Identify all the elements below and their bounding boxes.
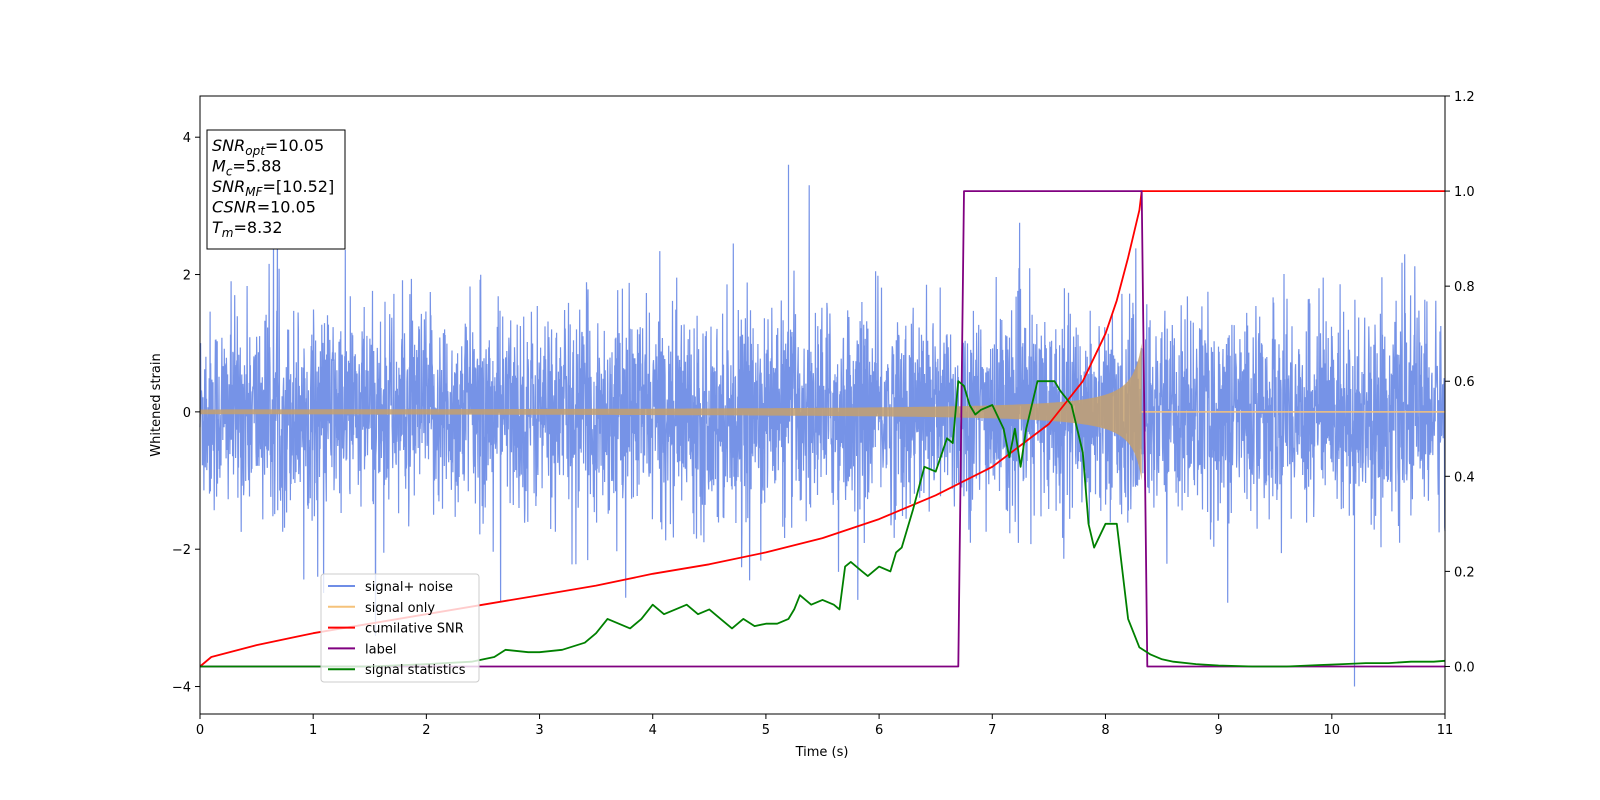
annotation-line: Mc=5.88: [212, 157, 281, 179]
x-tick-label: 7: [988, 723, 996, 738]
annotation-line: Tm=8.32: [212, 218, 283, 240]
y-axis-label: Whitened strain: [149, 353, 164, 456]
x-tick-label: 0: [196, 723, 204, 738]
y-right-tick-label: 0.4: [1454, 470, 1475, 485]
legend: signal+ noise signal only cumilative SNR la…: [320, 573, 480, 683]
annotation-line: CSNR=10.05: [212, 198, 316, 217]
legend-frame: [320, 573, 480, 683]
legend-label: signal statistics: [365, 663, 466, 678]
left-axis-ticks: −4 −2 0 2 4: [172, 131, 200, 696]
x-tick-label: 5: [762, 723, 770, 738]
series-line-signal-statistics: [200, 380, 1446, 668]
y-right-tick-label: 0.2: [1454, 565, 1475, 580]
legend-label: signal+ noise: [365, 580, 453, 595]
series-area-signal-only: [200, 343, 1142, 481]
x-tick-label: 1: [309, 723, 317, 738]
x-tick-label: 11: [1437, 723, 1454, 738]
x-tick-label: 3: [535, 723, 543, 738]
y-right-tick-label: 0.8: [1454, 280, 1475, 295]
annotation-frame: [206, 129, 346, 250]
axes-frame: [199, 95, 1446, 715]
y-left-tick-label: 2: [183, 269, 191, 284]
x-axis-label: Time (s): [795, 745, 849, 760]
x-axis-ticks: 0 1 2 3 4 5 6 7 8 9 10 11: [196, 714, 1453, 738]
series-line-signal-noise: [199, 164, 1446, 687]
legend-label: label: [365, 642, 396, 657]
y-left-tick-label: −2: [172, 543, 191, 558]
legend-label: signal only: [365, 601, 435, 616]
x-tick-label: 8: [1101, 723, 1109, 738]
legend-label: cumilative SNR: [365, 622, 464, 637]
right-axis-ticks: 0.0 0.2 0.4 0.6 0.8 1.0 1.2: [1445, 90, 1475, 675]
y-left-tick-label: 0: [183, 406, 191, 421]
y-left-tick-label: −4: [172, 681, 191, 696]
x-tick-label: 6: [875, 723, 883, 738]
annotation-line: SNRMF=[10.52]: [212, 177, 334, 199]
y-right-tick-label: 0.0: [1454, 660, 1475, 675]
y-left-tick-label: 4: [183, 131, 191, 146]
annotation-box: SNRopt=10.05Mc=5.88SNRMF=[10.52]CSNR=10.…: [206, 129, 346, 250]
y-right-tick-label: 0.6: [1454, 375, 1475, 390]
y-right-tick-label: 1.2: [1454, 90, 1475, 105]
series-line-label: [200, 190, 1445, 668]
x-tick-label: 9: [1214, 723, 1222, 738]
x-tick-label: 4: [649, 723, 657, 738]
annotation-line: SNRopt=10.05: [212, 136, 324, 158]
x-tick-label: 10: [1324, 723, 1341, 738]
x-tick-label: 2: [422, 723, 430, 738]
y-right-tick-label: 1.0: [1454, 185, 1475, 200]
